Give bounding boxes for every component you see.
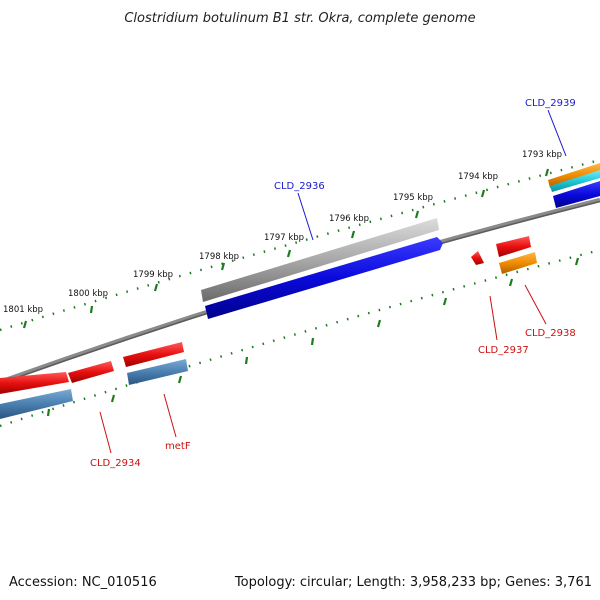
accession-text: Accession: NC_010516 — [9, 575, 157, 590]
gene-label-cld-2936[interactable]: CLD_2936 — [274, 181, 325, 192]
major-tick — [177, 375, 183, 384]
major-tick — [350, 230, 356, 239]
leader-cld-2936 — [297, 192, 314, 241]
major-tick — [442, 297, 448, 306]
gene-label-cld-2939[interactable]: CLD_2939 — [525, 98, 576, 109]
gene-metf-steel[interactable] — [127, 359, 188, 385]
gene-metf-cds[interactable] — [123, 342, 184, 367]
inner-ruler-major-ticks — [46, 257, 580, 417]
major-tick — [286, 249, 292, 258]
gene-label-metf[interactable]: metF — [165, 441, 191, 452]
gene-cld-2933-steel[interactable] — [0, 389, 73, 419]
gene-label-cld-2937[interactable]: CLD_2937 — [478, 345, 529, 356]
outer-ruler-major-ticks — [22, 168, 550, 329]
major-tick — [544, 168, 550, 177]
gene-cld-2939-orange[interactable] — [548, 163, 600, 188]
major-tick — [310, 337, 315, 346]
major-tick — [46, 408, 51, 417]
gene-cld-2938-red[interactable] — [496, 236, 531, 257]
ruler-label-1797: 1797 kbp — [264, 233, 304, 243]
gene-label-cld-2934[interactable]: CLD_2934 — [90, 458, 141, 469]
map-title: Clostridium botulinum B1 str. Okra, comp… — [124, 11, 475, 26]
gene-cld-2936-cds[interactable] — [205, 237, 443, 319]
leader-cld-2934 — [99, 411, 112, 454]
gene-cld-2934-cds[interactable] — [68, 361, 114, 383]
ruler-label-1794: 1794 kbp — [458, 172, 498, 182]
ruler-label-1798: 1798 kbp — [199, 252, 239, 262]
major-tick — [414, 210, 420, 219]
gene-cld-2937-cds[interactable] — [471, 251, 484, 265]
leader-cld-2937 — [489, 295, 498, 341]
gene-label-cld-2938[interactable]: CLD_2938 — [525, 328, 576, 339]
major-tick — [89, 305, 94, 314]
leader-cld-2938 — [524, 284, 547, 325]
genome-summary-text: Topology: circular; Length: 3,958,233 bp… — [234, 575, 592, 590]
gene-cld-2938-orange[interactable] — [499, 252, 537, 274]
inner-ruler-line — [0, 248, 600, 428]
major-tick — [480, 189, 486, 198]
major-tick — [574, 257, 580, 266]
leader-metf — [163, 393, 177, 438]
gene-cld-2939-cyan[interactable] — [550, 170, 600, 192]
gene-cld-2939-cds[interactable] — [553, 181, 600, 208]
ruler-label-1795: 1795 kbp — [393, 193, 433, 203]
major-tick — [22, 320, 28, 329]
major-tick — [220, 262, 226, 271]
ruler-label-1793: 1793 kbp — [522, 150, 562, 160]
ruler-label-1801: 1801 kbp — [3, 305, 43, 315]
major-tick — [508, 278, 514, 287]
ruler-label-1800: 1800 kbp — [68, 289, 108, 299]
major-tick — [110, 394, 116, 403]
major-tick — [376, 319, 382, 328]
ruler-label-1796: 1796 kbp — [329, 214, 369, 224]
major-tick — [153, 283, 159, 292]
gene-cld-2933-cds[interactable] — [0, 372, 69, 394]
ruler-label-1799: 1799 kbp — [133, 270, 173, 280]
outer-ruler-labels: 1801 kbp 1800 kbp 1799 kbp 1798 kbp 1797… — [3, 150, 562, 315]
major-tick — [244, 356, 249, 365]
label-leaders — [99, 109, 567, 454]
leader-cld-2939 — [547, 109, 567, 157]
gene-cld-2936-gray[interactable] — [201, 218, 439, 302]
